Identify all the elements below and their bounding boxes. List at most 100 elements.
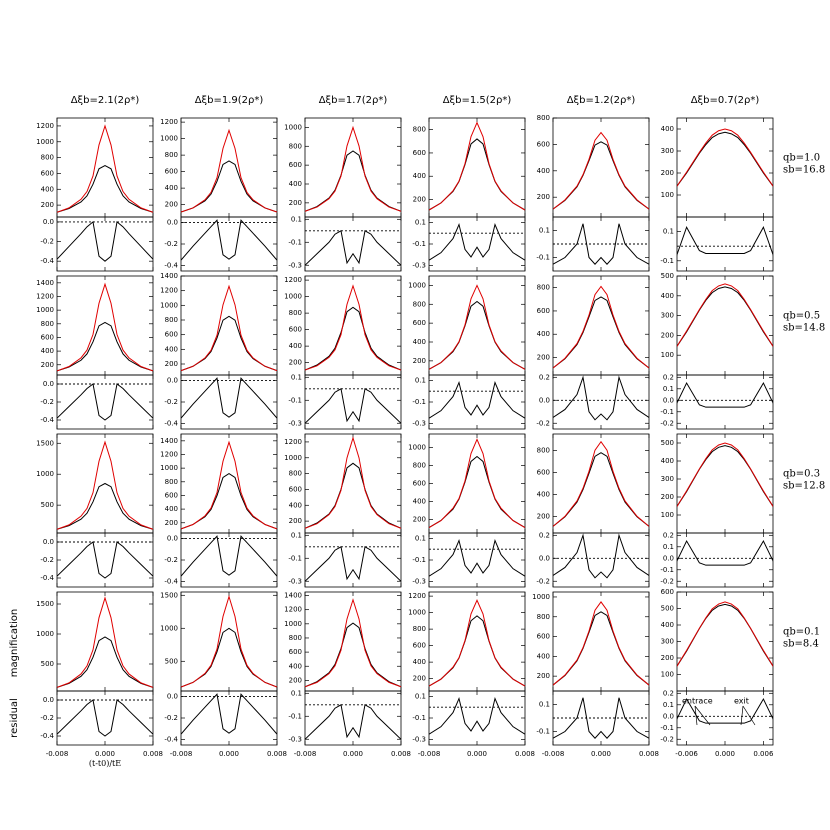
y-tick-label: 100 [661,511,674,519]
row-label-q: qb=0.5 [783,311,820,322]
curve [57,482,153,530]
y-tick-label: 1400 [284,592,302,600]
y-tick-label: 0.1 [415,218,426,226]
panel-frame [552,591,650,692]
row-label-s: sb=14.8 [783,323,825,334]
y-tick-label: 1200 [284,276,302,284]
y-tick-label: -0.1 [660,566,674,574]
curve [181,594,277,688]
y-tick-label: 300 [661,312,674,320]
y-tick-label: 600 [289,648,302,656]
y-tick-label: 1000 [408,281,426,289]
y-tick-label: -0.4 [40,732,54,740]
y-tick-label: -0.1 [412,556,426,564]
column-title: Δξb=0.7(2ρ*) [691,95,760,106]
curve [429,615,525,687]
curve [305,436,401,529]
y-tick-label: 0.2 [539,373,550,381]
x-tick-label: 0.000 [467,750,487,758]
y-tick-label: 1200 [160,450,178,458]
y-tick-label: 600 [41,169,54,177]
curve [677,603,773,668]
y-tick-label: 1000 [36,630,54,638]
curve [305,462,401,529]
curve [429,438,525,529]
arrow [694,705,711,726]
curve [57,282,153,372]
y-tick-label: 0.1 [539,227,550,235]
annotation: entrace [682,697,713,706]
x-tick-label: 0.000 [715,750,735,758]
x-tick-label: -0.008 [170,750,193,758]
curve [429,599,525,687]
y-tick-label: -0.2 [164,556,178,564]
curve [553,285,649,369]
y-tick-label: 0.1 [663,543,674,551]
y-tick-label: 400 [289,180,302,188]
y-tick-label: 1400 [160,272,178,280]
curve [57,321,153,372]
y-tick-label: 400 [165,184,178,192]
y-tick-label: 200 [413,516,426,524]
panel-frame [676,216,774,272]
y-tick-label: 600 [413,149,426,157]
y-tick-label: -0.3 [288,419,302,427]
panel-frame [180,433,278,534]
y-tick-label: -0.2 [536,419,550,427]
y-tick-label: 0.1 [291,689,302,697]
y-tick-label: 200 [661,331,674,339]
x-axis-label: (t-t0)/tE [89,759,121,768]
y-tick-label: 200 [537,672,550,680]
residual-axis-label: residual [9,698,20,738]
residual-curve [181,693,277,735]
y-tick-label: -0.2 [164,714,178,722]
column-title: Δξb=2.1(2ρ*) [71,95,140,106]
y-tick-label: 600 [413,642,426,650]
panel-frame [552,374,650,430]
y-tick-label: 200 [165,360,178,368]
y-tick-label: 0.1 [415,534,426,542]
y-tick-label: 400 [41,185,54,193]
y-tick-label: 500 [165,657,178,665]
y-tick-label: 0.1 [291,373,302,381]
y-tick-label: 1000 [532,593,550,601]
column-title: Δξb=1.2(2ρ*) [567,95,636,106]
y-tick-label: -0.2 [40,238,54,246]
y-tick-label: 600 [289,485,302,493]
y-tick-label: 0.2 [663,531,674,539]
y-tick-label: -0.4 [40,574,54,582]
y-tick-label: 200 [41,201,54,209]
residual-curve [677,539,773,566]
x-tick-label: 0.006 [753,750,774,758]
y-tick-label: 400 [289,342,302,350]
curve [181,284,277,372]
y-tick-label: 1000 [36,306,54,314]
y-tick-label: 200 [289,199,302,207]
y-tick-label: 400 [537,652,550,660]
y-tick-label: 1000 [160,301,178,309]
y-tick-label: 0.0 [539,554,550,562]
y-tick-label: 1200 [160,287,178,295]
curve [181,440,277,530]
x-tick-label: 0.000 [343,750,363,758]
y-tick-label: -0.2 [164,398,178,406]
curve [677,131,773,188]
x-tick-label: -0.008 [294,750,317,758]
residual-curve [553,697,649,740]
y-tick-label: -0.1 [412,240,426,248]
y-tick-label: 600 [537,633,550,641]
residual-curve [429,538,525,577]
curve [553,131,649,210]
y-tick-label: 500 [41,660,54,668]
curve [677,286,773,348]
curve [677,442,773,508]
y-tick-label: -0.2 [660,419,674,427]
curve [429,455,525,529]
x-tick-label: -0.006 [675,750,698,758]
x-tick-label: 0.008 [143,750,163,758]
panel-frame [428,117,526,218]
y-tick-label: 1000 [160,624,178,632]
y-tick-label: 1200 [36,122,54,130]
y-tick-label: 800 [165,478,178,486]
